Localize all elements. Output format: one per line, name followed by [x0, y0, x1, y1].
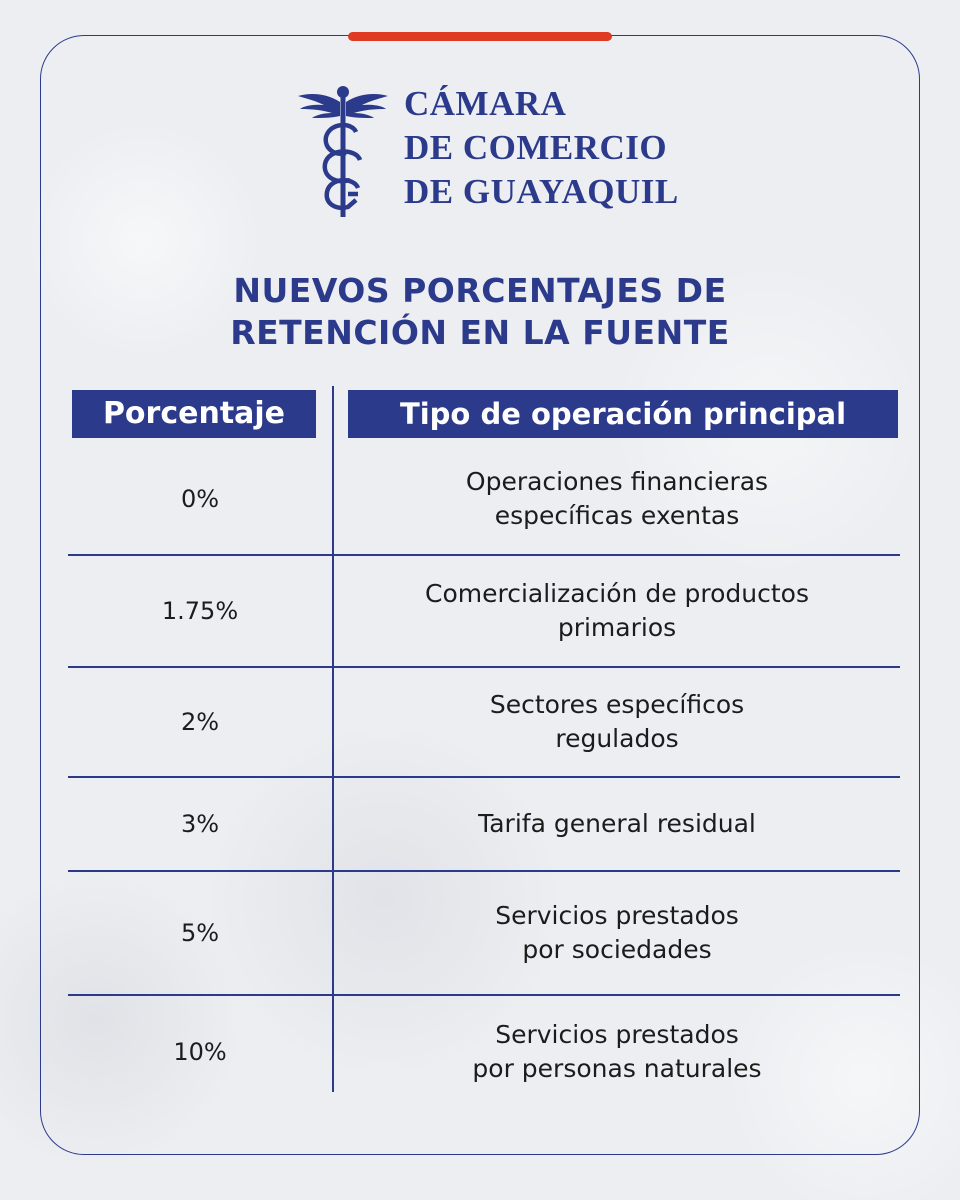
- page-title: NUEVOS PORCENTAJES DE RETENCIÓN EN LA FU…: [0, 270, 960, 354]
- row-percentage: 0%: [180, 485, 220, 513]
- table-row: 3% Tarifa general residual: [68, 778, 900, 870]
- table-row: 0% Operaciones financieras específicas e…: [68, 444, 900, 554]
- page-title-line1: NUEVOS PORCENTAJES DE: [233, 271, 727, 310]
- row-divider: [68, 994, 900, 996]
- page-title-line2: RETENCIÓN EN LA FUENTE: [230, 313, 730, 352]
- chamber-name-line3: DE GUAYAQUIL: [404, 172, 679, 211]
- table-row: 1.75% Comercialización de productos prim…: [68, 556, 900, 666]
- row-operation: Sectores específicos regulados: [489, 690, 745, 753]
- table-row: 2% Sectores específicos regulados: [68, 668, 900, 776]
- chamber-name-line1: CÁMARA: [404, 84, 567, 123]
- row-percentage: 10%: [173, 1038, 227, 1066]
- row-divider: [68, 870, 900, 872]
- header-percentage: Porcentaje: [72, 390, 316, 438]
- accent-bar: [348, 32, 612, 41]
- row-percentage: 2%: [180, 708, 220, 736]
- chamber-name-line2: DE COMERCIO: [404, 128, 668, 167]
- row-operation: Servicios prestados por personas natural…: [472, 1020, 762, 1083]
- chamber-logo: CÁMARA DE COMERCIO DE GUAYAQUIL: [298, 82, 678, 222]
- row-percentage: 5%: [180, 919, 220, 947]
- caduceus-icon: [298, 86, 388, 217]
- table-row: 5% Servicios prestados por sociedades: [68, 872, 900, 994]
- row-percentage: 3%: [180, 810, 220, 838]
- row-divider: [68, 776, 900, 778]
- row-operation: Tarifa general residual: [478, 809, 756, 838]
- row-divider: [68, 554, 900, 556]
- row-operation: Comercialización de productos primarios: [424, 579, 809, 642]
- row-percentage: 1.75%: [161, 597, 239, 625]
- chamber-name: CÁMARA DE COMERCIO DE GUAYAQUIL: [404, 82, 679, 214]
- row-operation: Operaciones financieras específicas exen…: [465, 467, 769, 530]
- header-operation: Tipo de operación principal: [348, 390, 898, 438]
- row-divider: [68, 666, 900, 668]
- column-divider: [332, 386, 334, 1092]
- table-row: 10% Servicios prestados por personas nat…: [68, 996, 900, 1108]
- row-operation: Servicios prestados por sociedades: [495, 901, 739, 964]
